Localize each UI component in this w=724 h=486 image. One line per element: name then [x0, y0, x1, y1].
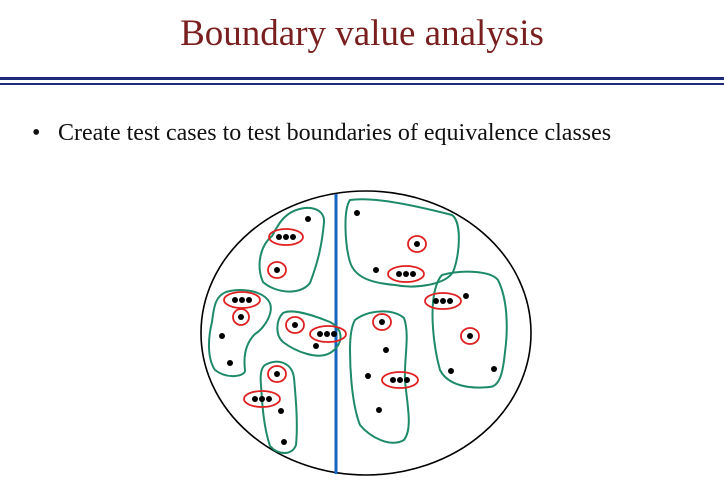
- boundary-highlight-circle: [223, 291, 261, 309]
- equivalence-class-region: [259, 360, 298, 454]
- boundary-highlight-circle: [387, 265, 425, 283]
- boundary-highlight-circle: [268, 228, 304, 246]
- boundary-highlight-circle: [267, 261, 287, 279]
- test-point: [467, 333, 473, 339]
- test-point: [403, 271, 409, 277]
- boundary-highlight-circle: [381, 371, 419, 389]
- equivalence-class-region: [276, 310, 342, 357]
- test-point: [232, 297, 238, 303]
- test-point: [491, 366, 497, 372]
- boundary-highlight-circle: [243, 390, 281, 408]
- test-point: [313, 343, 319, 349]
- title-rule-thin: [0, 83, 724, 85]
- test-point: [448, 368, 454, 374]
- slide-title: Boundary value analysis: [180, 13, 544, 54]
- test-point: [354, 210, 360, 216]
- test-point: [404, 377, 410, 383]
- equivalence-class-region: [258, 206, 326, 293]
- equivalence-class-region: [431, 270, 508, 389]
- test-point: [246, 297, 252, 303]
- test-point: [433, 298, 439, 304]
- test-point: [281, 439, 287, 445]
- boundary-highlight-circle: [232, 308, 250, 326]
- test-point: [447, 298, 453, 304]
- input-domain-ellipse: [200, 190, 532, 476]
- test-point: [410, 271, 416, 277]
- bullet-item: • Create test cases to test boundaries of…: [32, 120, 611, 147]
- boundary-highlight-circle: [267, 365, 287, 383]
- test-point: [440, 298, 446, 304]
- test-point: [274, 371, 280, 377]
- boundary-highlight-circle: [424, 292, 462, 310]
- test-point: [376, 407, 382, 413]
- test-point: [396, 271, 402, 277]
- test-point: [219, 333, 225, 339]
- test-point: [373, 267, 379, 273]
- test-point: [305, 216, 311, 222]
- test-point: [276, 234, 282, 240]
- test-point: [379, 319, 385, 325]
- boundary-highlight-circle: [285, 316, 305, 334]
- equivalence-class-region: [344, 198, 460, 288]
- test-point: [331, 331, 337, 337]
- equivalence-class-region: [348, 310, 410, 444]
- test-point: [383, 347, 389, 353]
- test-point: [324, 331, 330, 337]
- test-point: [397, 377, 403, 383]
- title-rule-thick: [0, 77, 724, 80]
- boundary-highlight-circle: [407, 235, 427, 253]
- boundary-highlight-circle: [460, 327, 480, 345]
- bullet-symbol: •: [32, 120, 41, 146]
- test-point: [317, 331, 323, 337]
- test-point: [390, 377, 396, 383]
- test-point: [292, 322, 298, 328]
- equivalence-class-region: [208, 289, 272, 377]
- test-point: [365, 373, 371, 379]
- test-point: [266, 396, 272, 402]
- test-point: [278, 408, 284, 414]
- test-point: [463, 293, 469, 299]
- test-point: [239, 297, 245, 303]
- test-point: [290, 234, 296, 240]
- test-point: [259, 396, 265, 402]
- test-point: [227, 360, 233, 366]
- bullet-text: Create test cases to test boundaries of …: [58, 120, 612, 146]
- test-point: [252, 396, 258, 402]
- test-point: [283, 234, 289, 240]
- test-point: [238, 314, 244, 320]
- boundary-highlight-circle: [372, 313, 392, 331]
- test-point: [274, 267, 280, 273]
- boundary-highlight-circle: [309, 325, 347, 343]
- test-point: [414, 241, 420, 247]
